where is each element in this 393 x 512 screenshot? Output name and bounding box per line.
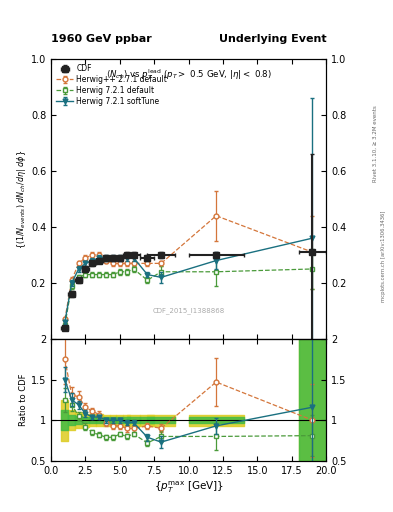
Text: Rivet 3.1.10, ≥ 3.2M events: Rivet 3.1.10, ≥ 3.2M events [373,105,378,182]
Y-axis label: Ratio to CDF: Ratio to CDF [19,374,28,426]
Legend: CDF, Herwig++ 2.7.1 default, Herwig 7.2.1 default, Herwig 7.2.1 softTune: CDF, Herwig++ 2.7.1 default, Herwig 7.2.… [55,62,169,108]
X-axis label: $\{p_T^{\rm max}\ [\rm GeV]\}$: $\{p_T^{\rm max}\ [\rm GeV]\}$ [154,480,224,495]
Y-axis label: $\{(1/N_{events})\ dN_{ch}/d\eta|\ d\phi\}$: $\{(1/N_{events})\ dN_{ch}/d\eta|\ d\phi… [15,150,28,249]
Text: $\langle N_{ch}\rangle$ vs $p_T^{\rm lead}$ ($p_T >$ 0.5 GeV, $|\eta| <$ 0.8): $\langle N_{ch}\rangle$ vs $p_T^{\rm lea… [106,67,272,82]
Text: mcplots.cern.ch [arXiv:1306.3436]: mcplots.cern.ch [arXiv:1306.3436] [381,210,386,302]
Text: Underlying Event: Underlying Event [219,33,326,44]
Text: CDF_2015_I1388868: CDF_2015_I1388868 [152,308,225,314]
Text: 1960 GeV ppbar: 1960 GeV ppbar [51,33,152,44]
